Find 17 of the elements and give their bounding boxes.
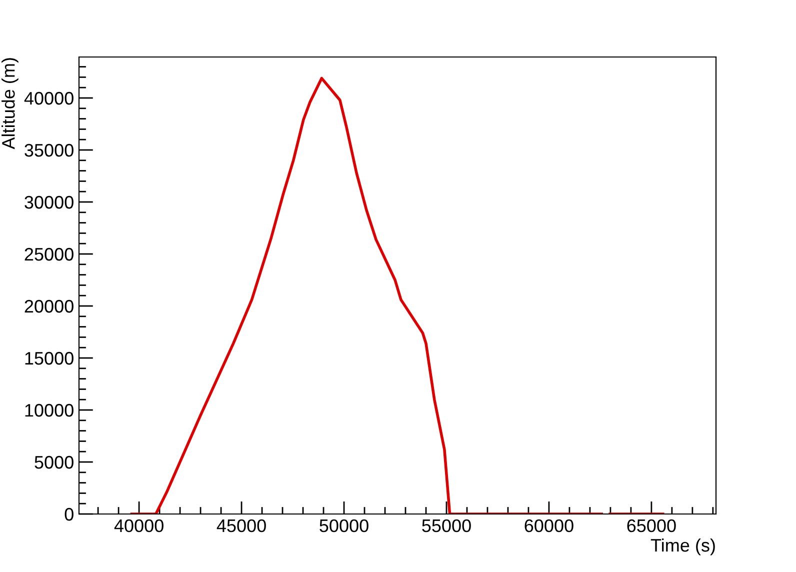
x-axis-title: Time (s) <box>650 538 715 556</box>
y-tick-label: 40000 <box>24 92 74 105</box>
y-tick-label: 30000 <box>24 196 74 209</box>
y-tick-label: 20000 <box>24 300 74 313</box>
y-axis-title: Altitude (m) <box>2 58 18 150</box>
x-tick-label: 50000 <box>320 519 368 532</box>
x-tick-label: 65000 <box>627 519 676 532</box>
x-tick-label: 60000 <box>524 519 574 532</box>
x-tick-label: 55000 <box>422 519 471 532</box>
x-tick-label: 45000 <box>216 519 266 532</box>
y-tick-label: 10000 <box>25 404 74 417</box>
y-tick-label: 25000 <box>24 248 74 261</box>
y-tick-label: 15000 <box>25 352 74 365</box>
x-tick-label: 40000 <box>114 519 164 532</box>
y-tick-label: 5000 <box>34 456 74 469</box>
y-tick-label: 0 <box>64 508 74 521</box>
y-tick-label: 35000 <box>24 144 74 157</box>
